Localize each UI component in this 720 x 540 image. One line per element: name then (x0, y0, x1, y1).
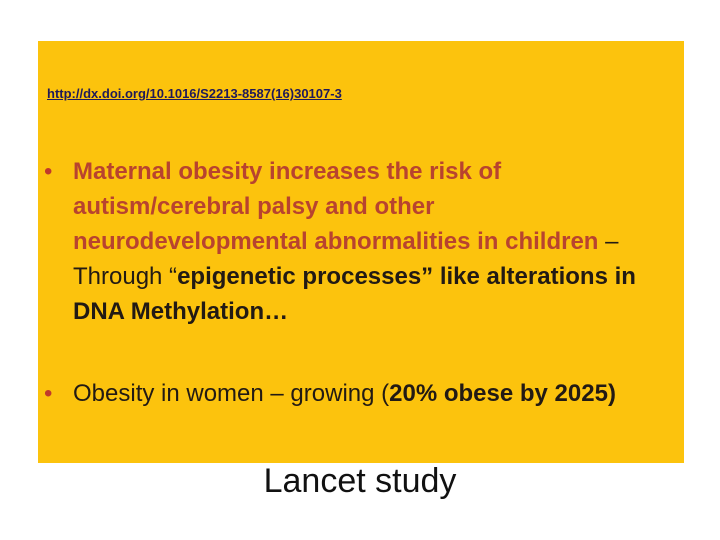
bullet-obesity-women: • Obesity in women – growing (20% obese … (44, 376, 674, 411)
bullet-maternal-obesity: • Maternal obesity increases the risk of… (44, 154, 674, 329)
bullet-marker: • (44, 380, 53, 407)
highlighted-statement: Maternal obesity increases the risk of a… (73, 158, 599, 255)
doi-link[interactable]: http://dx.doi.org/10.1016/S2213-8587(16)… (47, 86, 342, 101)
obesity-statistic: 20% obese by 2025) (389, 380, 616, 407)
obesity-statement: Obesity in women – growing ( (73, 380, 390, 407)
source-caption: Lancet study (263, 462, 457, 500)
bullet-marker: • (44, 158, 53, 185)
bullet-text: Maternal obesity increases the risk of a… (73, 154, 674, 329)
statement-connector: – Through “ (73, 228, 619, 290)
epigenetic-statement: epigenetic processes” like alterations i… (73, 263, 636, 325)
yellow-content-panel (38, 41, 684, 463)
bullet-text: Obesity in women – growing (20% obese by… (73, 376, 674, 411)
